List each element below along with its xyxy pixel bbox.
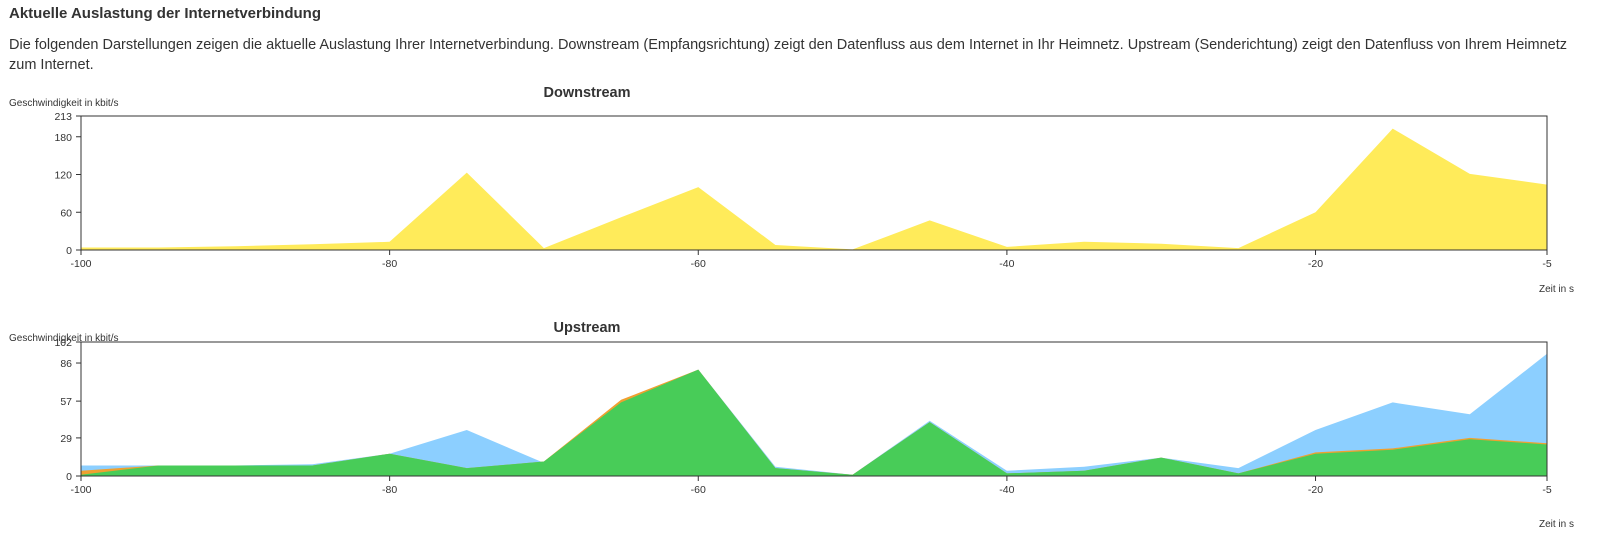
downstream-y-tick-label: 60	[60, 207, 72, 219]
downstream-plot-frame	[80, 115, 1548, 251]
downstream-x-tick-label: -100	[70, 258, 91, 270]
upstream-normal-area	[81, 369, 1547, 476]
upstream-chart-title: Upstream	[554, 320, 621, 336]
section-title: Aktuelle Auslastung der Internetverbindu…	[9, 5, 321, 22]
upstream-x-tick-label: -100	[70, 484, 91, 496]
downstream-x-tick-label: -80	[382, 258, 397, 270]
upstream-y-tick-label: 102	[54, 337, 72, 349]
downstream-x-tick-label: -20	[1308, 258, 1323, 270]
downstream-chart: Downstream Geschwindigkeit in kbit/s Zei…	[9, 85, 1574, 295]
downstream-xlabel: Zeit in s	[1539, 284, 1574, 295]
downstream-chart-title: Downstream	[543, 85, 630, 101]
upstream-y-tick-label: 29	[60, 433, 72, 445]
upstream-ylabel: Geschwindigkeit in kbit/s	[9, 333, 119, 344]
downstream-x-tick-label: -60	[691, 258, 706, 270]
upstream-chart: Upstream Geschwindigkeit in kbit/s Zeit …	[9, 320, 1574, 530]
upstream-plot-frame	[80, 341, 1548, 477]
upstream-y-tick-label: 0	[66, 471, 72, 483]
upstream-axes: 0 29 57 86 102 -100 -80 -60 -40 -20 -5	[54, 337, 1551, 496]
upstream-x-tick-label: -80	[382, 484, 397, 496]
upstream-y-tick-label: 86	[60, 358, 72, 370]
downstream-areas	[81, 128, 1547, 250]
downstream-y-tick-label: 120	[54, 170, 72, 182]
upstream-x-tick-label: -60	[691, 484, 706, 496]
upstream-xlabel: Zeit in s	[1539, 519, 1574, 530]
upstream-x-tick-label: -5	[1542, 484, 1551, 496]
downstream-ylabel: Geschwindigkeit in kbit/s	[9, 98, 119, 109]
downstream-y-tick-label: 213	[54, 111, 72, 123]
upstream-y-tick-label: 57	[60, 396, 72, 408]
downstream-y-tick-label: 180	[54, 132, 72, 144]
downstream-axes: 0 60 120 180 213 -100 -80 -60 -40 -20 -5	[54, 111, 1551, 270]
upstream-x-tick-label: -40	[999, 484, 1014, 496]
upstream-areas	[81, 353, 1547, 476]
downstream-y-tick-label: 0	[66, 245, 72, 257]
section-description: Die folgenden Darstellungen zeigen die a…	[9, 37, 1567, 73]
downstream-x-tick-label: -40	[999, 258, 1014, 270]
downstream-area	[81, 128, 1547, 250]
downstream-x-tick-label: -5	[1542, 258, 1551, 270]
upstream-x-tick-label: -20	[1308, 484, 1323, 496]
upstream-total-area	[81, 353, 1547, 476]
